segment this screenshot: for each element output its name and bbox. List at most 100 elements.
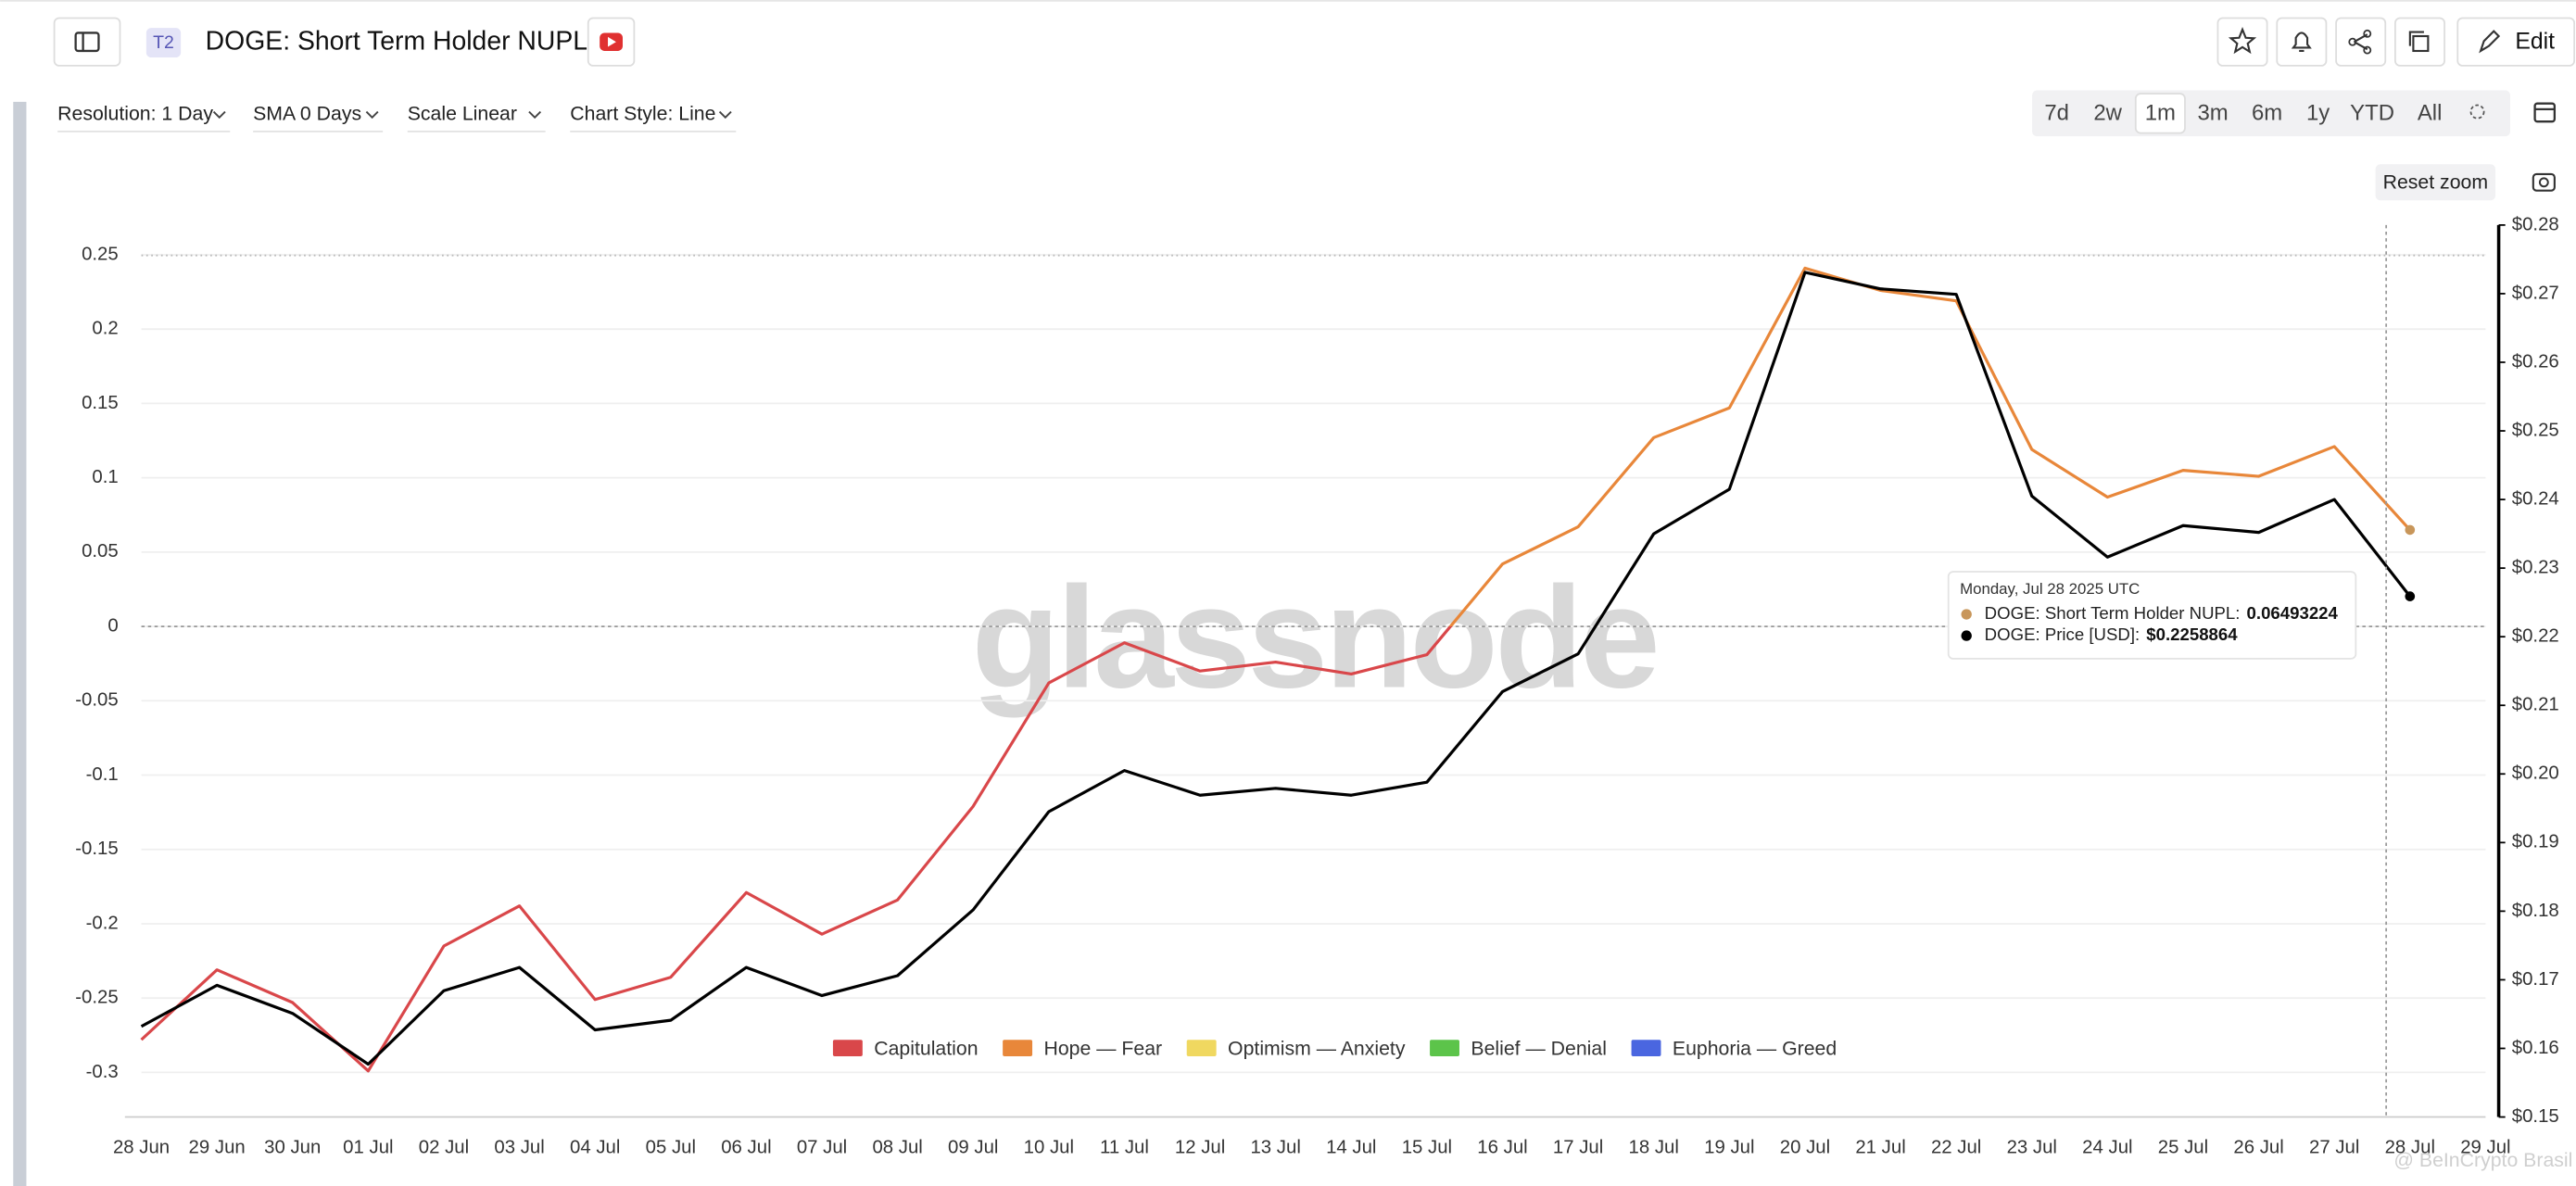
favorite-button[interactable] <box>2216 17 2268 67</box>
x-tick-label: 04 Jul <box>570 1138 620 1158</box>
calendar-icon <box>2533 102 2557 123</box>
control-label[interactable]: Scale Linear <box>408 103 517 125</box>
copy-icon <box>2408 31 2424 46</box>
y-tick-label: -0.15 <box>75 839 118 859</box>
bell-icon <box>2291 32 2312 53</box>
series-line <box>140 266 2411 1073</box>
watermark: glassnode <box>972 557 1658 718</box>
control-label[interactable]: SMA 0 Days <box>253 103 361 125</box>
range-option[interactable]: 3m <box>2197 101 2228 126</box>
control-label[interactable]: Resolution: 1 Day <box>57 103 213 125</box>
range-option[interactable]: 7d <box>2044 101 2069 126</box>
y2-tick-label: $0.26 <box>2512 351 2559 372</box>
controls: Resolution: 1 Day SMA 0 Days Scale Linear C… <box>57 103 737 132</box>
y2-tick-label: $0.16 <box>2512 1038 2559 1058</box>
x-tick-label: 19 Jul <box>1704 1138 1754 1158</box>
y2-tick-label: $0.17 <box>2512 969 2559 990</box>
sidebar-strip <box>13 101 27 1186</box>
share-icon <box>2363 45 2372 55</box>
x-tick-label: 29 Jul <box>2460 1138 2510 1158</box>
page-title: DOGE: Short Term Holder NUPL <box>206 27 587 57</box>
reset-zoom-label: Reset zoom <box>2383 170 2488 193</box>
y-tick-label: -0.05 <box>75 690 118 711</box>
range-option[interactable]: YTD <box>2350 101 2394 126</box>
legend-label[interactable]: Optimism — Anxiety <box>1228 1037 1406 1059</box>
legend-swatch[interactable] <box>1631 1040 1661 1056</box>
screenshot-icon[interactable] <box>2532 172 2556 192</box>
legend-label[interactable]: Capitulation <box>874 1037 978 1059</box>
edit-icon <box>2479 30 2501 54</box>
control-label[interactable]: Chart Style: Line <box>570 103 715 125</box>
edit-label: Edit <box>2515 30 2555 55</box>
tooltip-row-label: DOGE: Short Term Holder NUPL: <box>1985 603 2241 623</box>
y2-tick-label: $0.22 <box>2512 626 2559 647</box>
y2-tick-label: $0.15 <box>2512 1106 2559 1127</box>
x-tick-label: 06 Jul <box>721 1138 771 1158</box>
range-option[interactable]: All <box>2418 101 2443 126</box>
legend-swatch[interactable] <box>1186 1040 1217 1056</box>
edit-button[interactable] <box>2456 17 2576 67</box>
end-point <box>2405 591 2416 601</box>
x-tick-label: 21 Jul <box>1855 1138 1905 1158</box>
alert-button[interactable] <box>2276 17 2328 67</box>
y2-tick-label: $0.23 <box>2512 558 2559 578</box>
panel-icon <box>74 32 100 53</box>
range-option[interactable]: 6m <box>2252 101 2282 126</box>
range-option[interactable]: 2w <box>2093 101 2122 126</box>
y2-tick-label: $0.18 <box>2512 901 2559 921</box>
legend-label[interactable]: Hope — Fear <box>1043 1037 1162 1059</box>
y2-tick-label: $0.25 <box>2512 420 2559 440</box>
plot: -0.3 -0.25 -0.2 -0.15 -0.1 -0.05 0 0.05 0.1 0.15 0… <box>75 214 2559 1157</box>
calendar-button[interactable] <box>2526 90 2563 137</box>
x-tick-label: 15 Jul <box>1402 1138 1452 1158</box>
legend-swatch[interactable] <box>1003 1040 1033 1056</box>
legend-swatch[interactable] <box>1430 1040 1459 1056</box>
screenshot-icon <box>2538 177 2549 188</box>
dropdown-chevron <box>528 110 542 120</box>
x-tick-label: 16 Jul <box>1477 1138 1527 1158</box>
legend-label[interactable]: Belief — Denial <box>1471 1037 1607 1059</box>
x-tick-label: 11 Jul <box>1100 1138 1149 1158</box>
range-buttons: 7d 2w 1m 3m 6m 1y YTD All <box>2044 101 2485 126</box>
x-tick-label: 23 Jul <box>2007 1138 2057 1158</box>
x-tick-label: 26 Jul <box>2233 1138 2283 1158</box>
sidebar-toggle[interactable] <box>53 17 121 67</box>
tooltip-row-label: DOGE: Price [USD]: <box>1985 625 2140 644</box>
youtube-icon <box>608 36 616 47</box>
y-tick-label: 0.25 <box>82 244 119 264</box>
y-tick-label: 0.05 <box>82 541 119 561</box>
legend-swatch[interactable] <box>832 1040 863 1056</box>
y-tick-label: -0.1 <box>86 764 119 785</box>
tooltip-dot <box>1961 630 1972 641</box>
x-tick-label: 13 Jul <box>1250 1138 1300 1158</box>
tooltip-date: Monday, Jul 28 2025 UTC <box>1960 580 2140 598</box>
x-tick-label: 28 Jul <box>2385 1138 2435 1158</box>
x-tick-label: 10 Jul <box>1024 1138 1074 1158</box>
share-icon <box>2348 37 2357 46</box>
dropdown-chevron <box>718 110 732 120</box>
x-tick-label: 05 Jul <box>646 1138 696 1158</box>
x-tick-label: 08 Jul <box>872 1138 922 1158</box>
x-tick-label: 14 Jul <box>1326 1138 1376 1158</box>
legend-label[interactable]: Euphoria — Greed <box>1673 1037 1837 1059</box>
y2-tick-label: $0.21 <box>2512 695 2559 715</box>
reset-zoom-button[interactable] <box>2375 164 2496 201</box>
range-option[interactable]: 1y <box>2306 101 2330 126</box>
dropdown-chevron <box>365 110 379 120</box>
range-option[interactable]: 1m <box>2145 101 2176 126</box>
credit-watermark: @ BeInCrypto Brasil <box>2393 1149 2572 1171</box>
x-tick-label: 28 Jun <box>113 1138 170 1158</box>
star-icon <box>2228 27 2257 55</box>
y2-tick-label: $0.24 <box>2512 488 2559 509</box>
zoom-icon <box>2469 104 2485 120</box>
x-tick-label: 18 Jul <box>1629 1138 1679 1158</box>
series-line <box>140 271 2412 1066</box>
y2-tick-label: $0.28 <box>2512 214 2559 234</box>
x-tick-label: 22 Jul <box>1931 1138 1981 1158</box>
y-tick-label: -0.25 <box>75 988 118 1008</box>
share-button[interactable] <box>2335 17 2387 67</box>
x-tick-label: 09 Jul <box>948 1138 998 1158</box>
copy-button[interactable] <box>2394 17 2445 67</box>
